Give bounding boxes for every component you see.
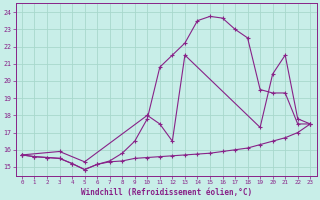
- X-axis label: Windchill (Refroidissement éolien,°C): Windchill (Refroidissement éolien,°C): [81, 188, 252, 197]
